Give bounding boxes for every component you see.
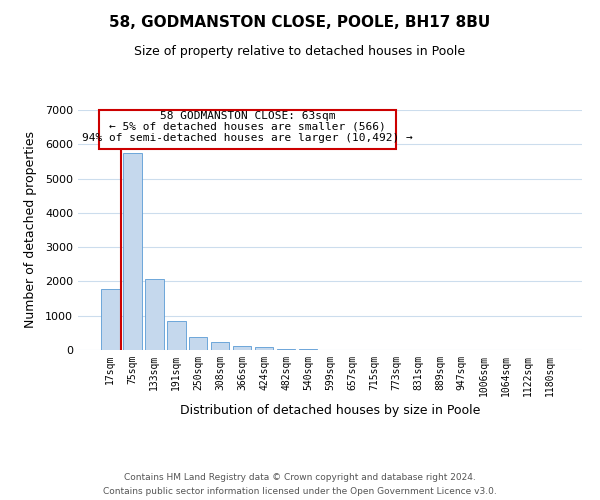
Y-axis label: Number of detached properties: Number of detached properties bbox=[23, 132, 37, 328]
Bar bbox=[211, 342, 229, 350]
Bar bbox=[277, 349, 295, 350]
Bar bbox=[101, 289, 119, 350]
Bar bbox=[145, 280, 164, 350]
Text: ← 5% of detached houses are smaller (566): ← 5% of detached houses are smaller (566… bbox=[109, 122, 386, 132]
Text: Contains HM Land Registry data © Crown copyright and database right 2024.: Contains HM Land Registry data © Crown c… bbox=[124, 473, 476, 482]
Text: 94% of semi-detached houses are larger (10,492) →: 94% of semi-detached houses are larger (… bbox=[82, 132, 413, 142]
Text: 58, GODMANSTON CLOSE, POOLE, BH17 8BU: 58, GODMANSTON CLOSE, POOLE, BH17 8BU bbox=[109, 15, 491, 30]
Bar bbox=[123, 153, 142, 350]
Bar bbox=[189, 337, 208, 350]
Bar bbox=[233, 346, 251, 350]
Text: Size of property relative to detached houses in Poole: Size of property relative to detached ho… bbox=[134, 45, 466, 58]
X-axis label: Distribution of detached houses by size in Poole: Distribution of detached houses by size … bbox=[180, 404, 480, 417]
Text: 58 GODMANSTON CLOSE: 63sqm: 58 GODMANSTON CLOSE: 63sqm bbox=[160, 110, 335, 120]
FancyBboxPatch shape bbox=[99, 110, 396, 148]
Text: Contains public sector information licensed under the Open Government Licence v3: Contains public sector information licen… bbox=[103, 486, 497, 496]
Bar bbox=[167, 321, 185, 350]
Bar bbox=[255, 348, 274, 350]
